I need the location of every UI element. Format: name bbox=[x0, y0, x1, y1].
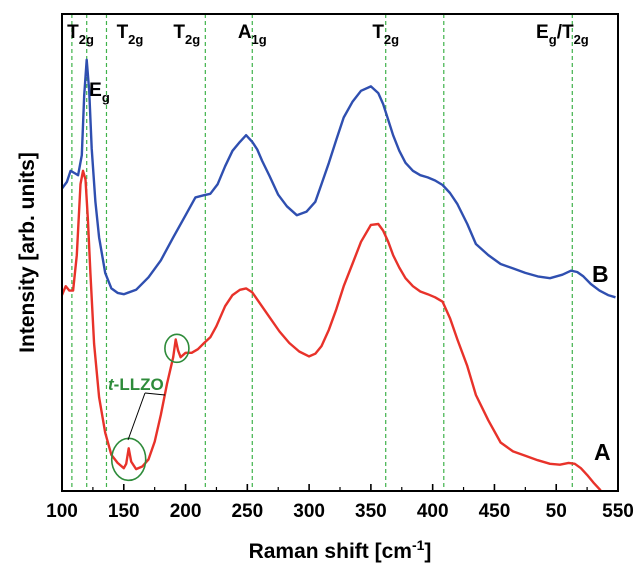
series-label-b: B bbox=[592, 261, 609, 287]
highlight-circle bbox=[164, 333, 190, 364]
x-tick-label: 350 bbox=[355, 501, 387, 522]
mode-label: T2g bbox=[372, 22, 399, 47]
series-label-a: A bbox=[594, 439, 611, 465]
x-axis-ticks: 100 150 200 250 300 350 400 450 50 550 bbox=[46, 484, 634, 522]
highlight-circle bbox=[110, 437, 147, 482]
leader-line bbox=[144, 392, 166, 396]
x-tick-label: 400 bbox=[417, 501, 449, 522]
series-lines bbox=[60, 58, 616, 492]
x-tick-label: 250 bbox=[231, 501, 263, 522]
x-tick-label: 150 bbox=[108, 501, 140, 522]
x-tick-label: 450 bbox=[479, 501, 511, 522]
x-tick-label: 100 bbox=[46, 501, 78, 522]
t-llzo-label: t-LLZO bbox=[108, 375, 164, 394]
x-axis-title: Raman shift [cm-1] bbox=[249, 537, 432, 563]
mode-guide-lines bbox=[71, 14, 573, 491]
x-tick-label: 300 bbox=[293, 501, 325, 522]
t-llzo-annotation: t-LLZO bbox=[108, 333, 190, 482]
x-tick-label: 200 bbox=[170, 501, 202, 522]
leader-line bbox=[127, 392, 146, 441]
plot-frame bbox=[61, 13, 619, 492]
mode-label: T2g bbox=[117, 22, 144, 47]
mode-label: A1g bbox=[238, 22, 267, 47]
mode-label: T2g bbox=[173, 22, 200, 47]
mode-labels: T2g T2g T2g A1g T2g Eg/T2g bbox=[67, 22, 589, 47]
y-axis-title: Intensity [arb. units] bbox=[16, 152, 39, 353]
series-line-b bbox=[61, 58, 616, 299]
series-line-a bbox=[60, 169, 602, 492]
x-tick-label: 50 bbox=[546, 501, 567, 522]
mode-label: T2g bbox=[67, 22, 94, 47]
x-tick-label: 550 bbox=[602, 501, 634, 522]
mode-label: Eg/T2g bbox=[536, 22, 589, 47]
eg-mode-label: Eg bbox=[89, 80, 110, 105]
